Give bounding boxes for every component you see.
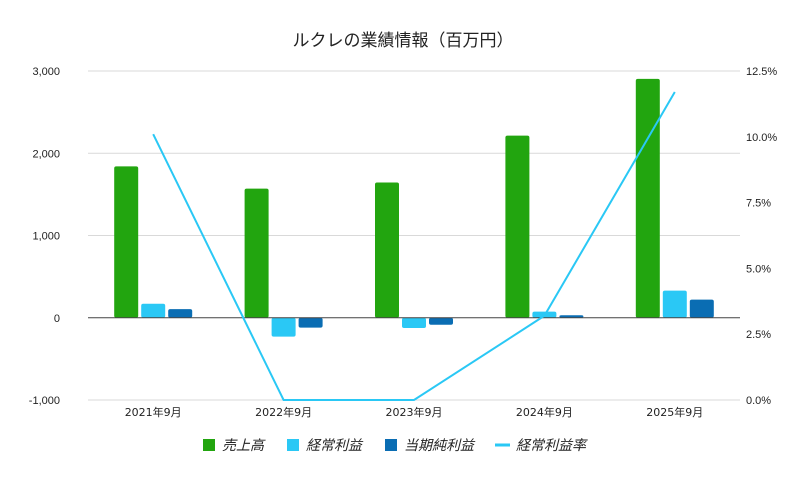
category-label: 2024年9月 bbox=[516, 405, 573, 419]
legend-swatch bbox=[287, 439, 299, 451]
category-label: 2023年9月 bbox=[386, 405, 443, 419]
bar bbox=[429, 317, 453, 325]
bars bbox=[114, 78, 714, 337]
legend: 売上高 経常利益 当期純利益 経常利益率 bbox=[203, 438, 588, 454]
chart-title: ルクレの業績情報（百万円） bbox=[293, 31, 514, 51]
bar bbox=[662, 290, 687, 318]
bar bbox=[114, 166, 139, 318]
category-label: 2025年9月 bbox=[646, 405, 703, 419]
bar bbox=[141, 303, 166, 318]
right-tick-label: 0.0% bbox=[746, 395, 771, 407]
left-tick-label: 3,000 bbox=[32, 66, 60, 78]
left-tick-label: 1,000 bbox=[32, 231, 60, 243]
bar bbox=[168, 309, 193, 318]
legend-label: 経常利益 bbox=[306, 438, 364, 454]
legend-swatch bbox=[385, 439, 397, 451]
right-tick-label: 10.0% bbox=[746, 132, 777, 144]
left-tick-label: 2,000 bbox=[32, 148, 60, 160]
legend-label: 当期純利益 bbox=[404, 438, 476, 454]
bar bbox=[244, 188, 269, 318]
right-tick-label: 7.5% bbox=[746, 198, 771, 210]
bar bbox=[402, 317, 426, 329]
series-line bbox=[152, 91, 676, 401]
bar bbox=[271, 317, 296, 337]
left-axis-ticks: -1,000 0 1,000 2,000 3,000 bbox=[29, 66, 60, 407]
ratio-line-layer bbox=[152, 91, 676, 401]
left-tick-label: -1,000 bbox=[29, 395, 60, 407]
legend-label: 経常利益率 bbox=[516, 438, 588, 454]
right-tick-label: 5.0% bbox=[746, 263, 771, 275]
right-tick-label: 12.5% bbox=[746, 66, 777, 78]
bar bbox=[375, 182, 399, 318]
bar bbox=[298, 317, 323, 328]
legend-label: 売上高 bbox=[222, 438, 266, 454]
right-tick-label: 2.5% bbox=[746, 329, 771, 341]
bar bbox=[559, 315, 584, 318]
category-label: 2021年9月 bbox=[125, 405, 182, 419]
bar bbox=[689, 299, 714, 318]
left-tick-label: 0 bbox=[54, 313, 60, 325]
bar bbox=[635, 78, 660, 318]
bar bbox=[505, 135, 530, 318]
legend-swatch bbox=[203, 439, 215, 451]
right-axis-ticks: 0.0% 2.5% 5.0% 7.5% 10.0% 12.5% bbox=[746, 66, 777, 407]
category-label: 2022年9月 bbox=[255, 405, 312, 419]
category-labels: 2021年9月 2022年9月 2023年9月 2024年9月 2025年9月 bbox=[125, 405, 704, 419]
